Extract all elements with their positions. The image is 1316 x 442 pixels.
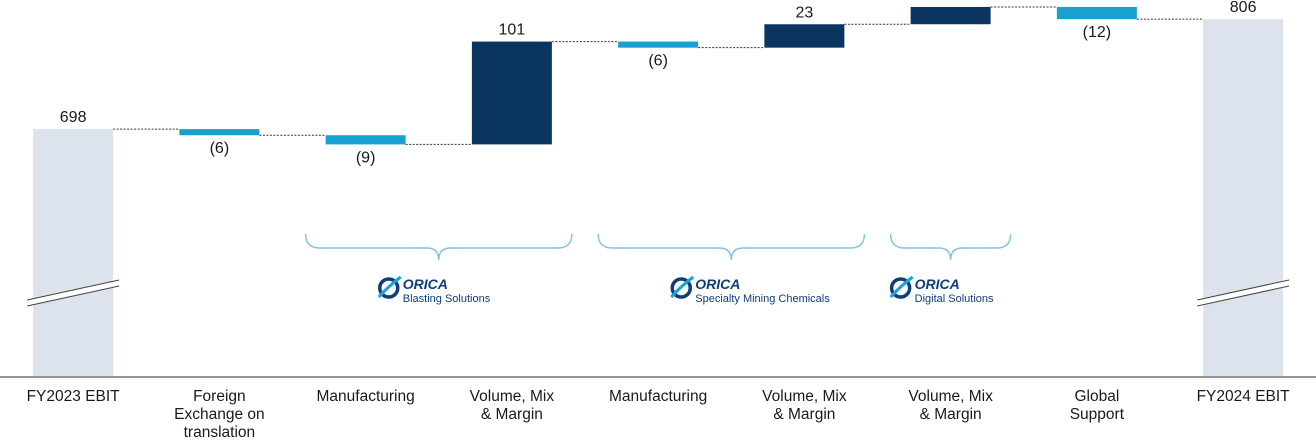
category-label: Foreign (193, 388, 246, 405)
logo-swoosh-icon (670, 275, 695, 299)
bar-decrease (618, 41, 699, 48)
category-label: Exchange on (174, 406, 265, 423)
bar-decrease (325, 135, 406, 145)
logo-brand: ORICA (915, 276, 960, 292)
category-label: translation (184, 424, 256, 441)
category-label: FY2023 EBIT (27, 388, 121, 405)
category-label: Manufacturing (317, 388, 415, 405)
axis-break-line (27, 285, 120, 307)
bar-decrease (179, 129, 260, 136)
category-label: & Margin (920, 406, 982, 423)
category-label: Support (1070, 406, 1125, 423)
value-label: 806 (1230, 0, 1257, 16)
value-label: 17 (942, 0, 960, 4)
category-label: Volume, Mix (470, 388, 555, 405)
logo-swoosh-icon (377, 275, 402, 299)
value-label: (6) (648, 53, 668, 70)
category-label: Manufacturing (609, 388, 707, 405)
value-label: 101 (499, 22, 526, 39)
bar-increase (764, 24, 845, 48)
group-brace (304, 233, 573, 261)
logo-ring-icon (670, 277, 692, 299)
category-label: FY2024 EBIT (1197, 388, 1291, 405)
value-label: (9) (356, 149, 376, 166)
logo-division-name: Digital Solutions (915, 293, 994, 305)
category-label: Global (1074, 388, 1119, 405)
axis-break-line (1197, 279, 1290, 301)
axis-break-mark (27, 279, 120, 307)
category-label: Volume, Mix (762, 388, 847, 405)
value-label: (12) (1083, 24, 1111, 41)
bar-total (1203, 19, 1284, 377)
category-label: & Margin (481, 406, 543, 423)
value-label: 23 (795, 4, 813, 21)
logo-brand: ORICA (403, 276, 448, 292)
bar-total (33, 129, 114, 376)
axis-break-line (27, 279, 120, 301)
logo-brand: ORICA (695, 276, 740, 292)
axis-break-gap (27, 280, 120, 306)
logo-division-name: Blasting Solutions (403, 293, 491, 305)
logo-swoosh-icon (889, 275, 914, 299)
axis-break-line (1197, 285, 1290, 307)
logo-ring-icon (378, 277, 400, 299)
bar-decrease (1056, 6, 1137, 20)
logo-ring-icon (889, 277, 912, 299)
axis-break-mark (1197, 279, 1290, 307)
value-label: 698 (60, 109, 87, 126)
group-brace (597, 233, 866, 261)
bar-increase (471, 41, 552, 145)
group-brace (889, 233, 1012, 261)
value-label: (6) (210, 140, 230, 157)
bar-increase (910, 6, 991, 25)
axis-break-gap (1197, 280, 1290, 306)
category-label: Volume, Mix (908, 388, 993, 405)
logo-division-name: Specialty Mining Chemicals (695, 293, 830, 305)
category-label: & Margin (773, 406, 835, 423)
